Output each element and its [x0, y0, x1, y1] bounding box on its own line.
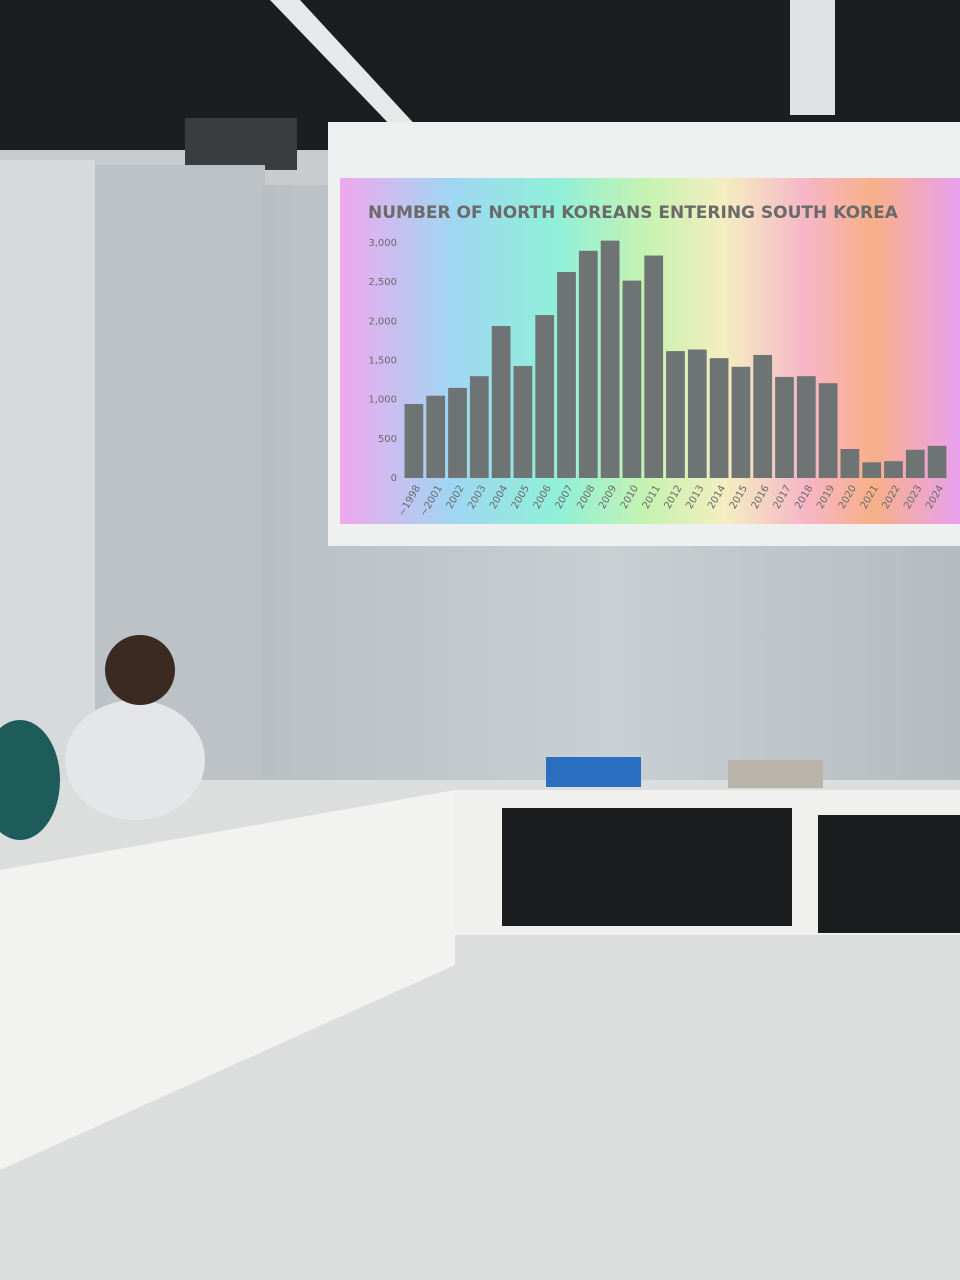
bar	[535, 315, 555, 478]
bar	[644, 255, 664, 478]
person	[105, 635, 175, 705]
ceiling-light	[790, 0, 835, 115]
bar	[687, 349, 707, 478]
monitor	[818, 815, 960, 933]
bar	[557, 271, 576, 478]
y-tick-label: 2,500	[368, 277, 397, 288]
y-tick-label: 0	[391, 473, 397, 484]
bar	[796, 376, 816, 478]
bar	[600, 240, 620, 478]
y-tick-label: 1,000	[368, 395, 397, 406]
bar	[753, 355, 773, 478]
bar	[426, 395, 446, 478]
bar	[818, 383, 838, 478]
bar	[775, 376, 794, 478]
bar	[840, 449, 860, 478]
bar	[709, 358, 729, 478]
y-tick-label: 3,000	[368, 238, 397, 249]
bar	[448, 387, 467, 478]
bar	[731, 366, 751, 478]
y-tick-label: 500	[378, 434, 397, 445]
bar	[404, 403, 424, 478]
bar	[578, 250, 598, 478]
bar	[622, 280, 642, 478]
table	[0, 790, 455, 1170]
bar	[862, 462, 882, 478]
person	[0, 720, 60, 840]
person	[65, 700, 205, 820]
bar	[905, 449, 925, 478]
chart-title: NUMBER OF NORTH KOREANS ENTERING SOUTH K…	[368, 203, 899, 223]
bar	[491, 326, 511, 478]
bar	[927, 445, 947, 478]
y-tick-label: 1,500	[368, 356, 397, 367]
monitor	[502, 808, 792, 926]
door	[0, 160, 95, 780]
y-tick-label: 2,000	[368, 316, 397, 327]
bar	[469, 376, 489, 478]
bar	[666, 351, 685, 478]
ceiling-light	[270, 0, 420, 130]
speaker	[185, 118, 297, 170]
bar	[884, 461, 903, 478]
chair	[546, 757, 641, 787]
bar	[513, 365, 533, 478]
chair	[728, 760, 823, 788]
